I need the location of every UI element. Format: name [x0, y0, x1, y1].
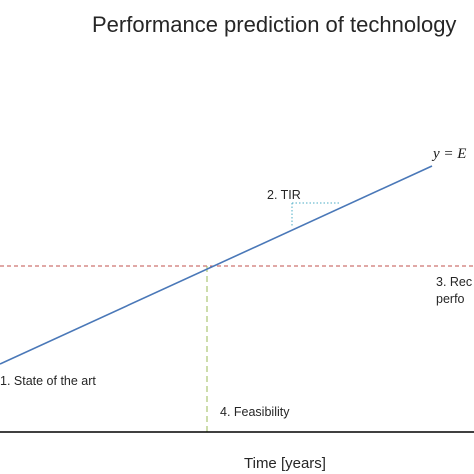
x-axis-title: Time [years] — [244, 455, 326, 472]
tir-label: 2. TIR — [267, 188, 301, 202]
trend-equation: y = E — [431, 146, 466, 162]
feasibility-label: 4. Feasibility — [220, 405, 290, 419]
performance-trend-line — [0, 165, 433, 365]
requirement-label-line1: 3. Rec — [436, 275, 472, 289]
requirement-label-line2: perfo — [436, 292, 465, 306]
diagram-title: Performance prediction of technology — [92, 12, 456, 37]
state-of-the-art-label: 1. State of the art — [0, 374, 96, 388]
